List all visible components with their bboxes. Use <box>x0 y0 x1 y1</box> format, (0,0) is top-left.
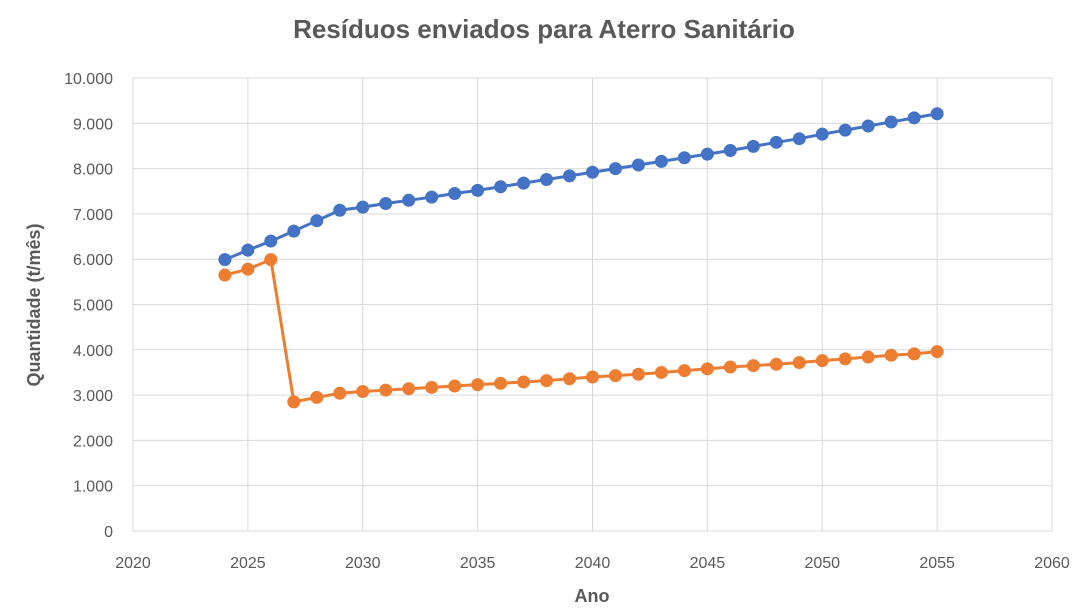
x-tick-label: 2030 <box>345 555 381 572</box>
data-point <box>379 196 393 210</box>
data-point <box>563 372 577 386</box>
series-1 <box>218 107 944 267</box>
data-point <box>792 355 806 369</box>
y-tick-label: 2.000 <box>73 433 113 450</box>
grid-lines <box>132 77 1053 532</box>
data-point <box>448 379 462 393</box>
data-point <box>264 253 278 267</box>
y-tick-label: 10.000 <box>64 71 113 88</box>
y-tick-label: 0 <box>104 524 113 541</box>
data-point <box>356 384 370 398</box>
data-point <box>769 135 783 149</box>
data-point <box>907 347 921 361</box>
data-point <box>769 357 783 371</box>
data-point <box>402 193 416 207</box>
data-point <box>884 348 898 362</box>
data-point <box>471 183 485 197</box>
x-axis-ticks: 2020 2025 2030 2035 2040 2045 2050 2055 2060 <box>115 555 1070 572</box>
data-point <box>608 369 622 383</box>
data-point <box>586 370 599 384</box>
data-point <box>700 362 714 376</box>
data-point <box>563 169 577 183</box>
data-point <box>930 107 944 121</box>
data-point <box>241 243 255 257</box>
data-point <box>838 352 852 366</box>
data-point <box>517 375 531 389</box>
data-point <box>792 132 806 146</box>
data-point <box>586 165 599 179</box>
data-point <box>815 127 829 141</box>
y-tick-label: 3.000 <box>73 388 113 405</box>
data-point <box>930 345 944 359</box>
data-point <box>425 190 439 204</box>
data-point <box>746 359 760 373</box>
data-point <box>631 158 645 172</box>
data-point <box>700 147 714 161</box>
y-tick-label: 1.000 <box>73 479 113 496</box>
y-tick-label: 9.000 <box>73 116 113 133</box>
data-point <box>471 378 485 392</box>
data-point <box>356 200 370 214</box>
data-point <box>218 253 232 267</box>
data-point <box>333 203 347 217</box>
y-axis-title: Quantidade (t/mês) <box>24 223 44 386</box>
data-point <box>631 367 645 381</box>
y-tick-label: 5.000 <box>73 298 113 315</box>
data-point <box>264 234 278 248</box>
series-line <box>224 112 938 262</box>
data-point <box>310 390 324 404</box>
y-tick-label: 8.000 <box>73 162 113 179</box>
x-tick-label: 2020 <box>115 555 151 572</box>
x-tick-label: 2055 <box>919 555 955 572</box>
y-axis-ticks: 0 1.000 2.000 3.000 4.000 5.000 6.000 7.000 8.00… <box>64 71 113 541</box>
data-point <box>448 187 462 201</box>
data-point <box>218 268 232 282</box>
x-tick-label: 2060 <box>1034 555 1070 572</box>
x-tick-label: 2025 <box>230 555 266 572</box>
x-tick-label: 2040 <box>575 555 611 572</box>
y-tick-label: 6.000 <box>73 252 113 269</box>
series-line <box>224 258 938 404</box>
x-axis-title: Ano <box>575 586 610 606</box>
data-point <box>608 162 622 176</box>
data-point <box>654 154 668 168</box>
data-point <box>494 376 508 390</box>
data-point <box>540 172 554 186</box>
y-tick-label: 4.000 <box>73 343 113 360</box>
data-series <box>218 107 944 409</box>
series-2 <box>218 253 944 409</box>
data-point <box>402 382 416 396</box>
y-tick-label: 7.000 <box>73 207 113 224</box>
data-point <box>884 115 898 129</box>
data-point <box>287 224 301 238</box>
data-point <box>723 143 737 157</box>
data-point <box>540 374 554 388</box>
data-point <box>861 350 875 364</box>
data-point <box>815 354 829 368</box>
data-point <box>654 365 668 379</box>
data-point <box>517 176 531 190</box>
data-point <box>241 262 255 276</box>
data-point <box>677 151 691 165</box>
data-point <box>379 383 393 397</box>
x-tick-label: 2035 <box>460 555 496 572</box>
data-point <box>333 386 347 400</box>
data-point <box>907 111 921 125</box>
data-point <box>838 123 852 137</box>
data-point <box>287 395 301 409</box>
data-point <box>425 380 439 394</box>
x-tick-label: 2050 <box>804 555 840 572</box>
data-point <box>494 180 508 194</box>
x-tick-label: 2045 <box>690 555 726 572</box>
data-point <box>310 214 324 228</box>
data-point <box>746 139 760 153</box>
data-point <box>861 119 875 133</box>
data-point <box>677 364 691 378</box>
data-point <box>723 360 737 374</box>
chart-title: Resíduos enviados para Aterro Sanitário <box>293 14 795 44</box>
